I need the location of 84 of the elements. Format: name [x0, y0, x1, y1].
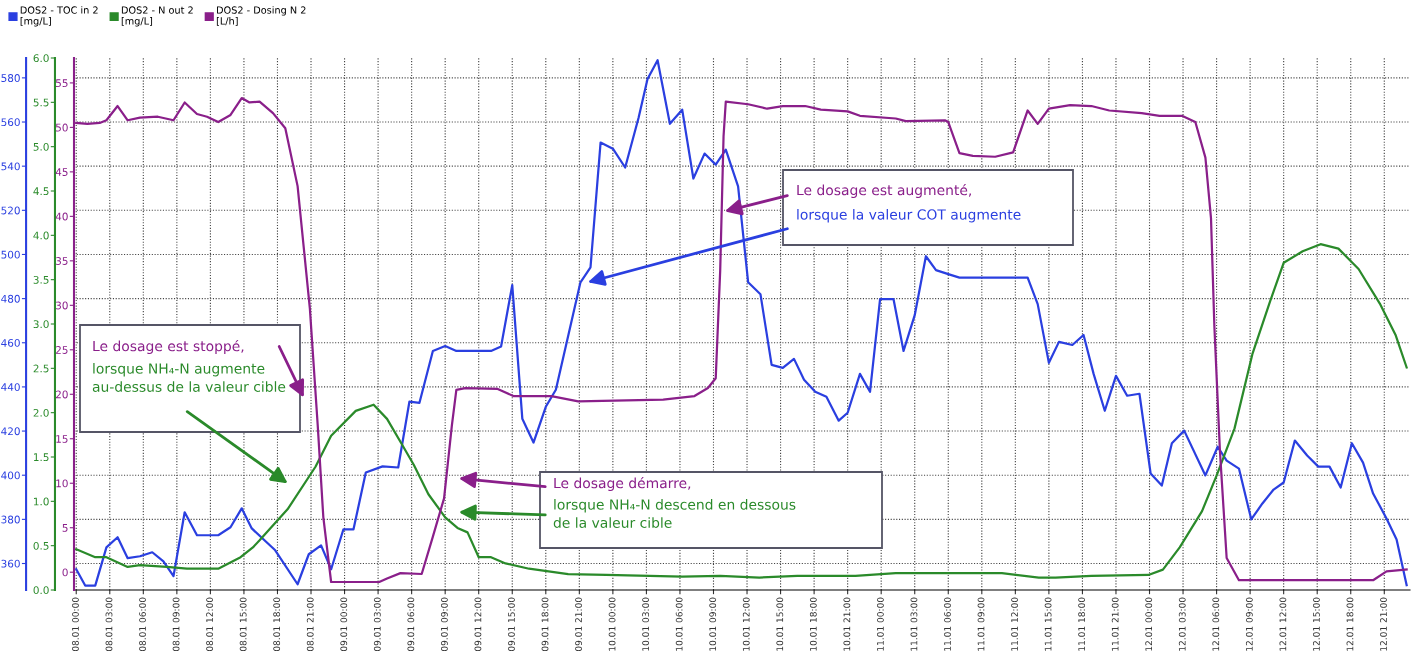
x-tick-label: 09.01 09:00 [440, 597, 448, 652]
y2-tick-label: 2.5 [33, 364, 49, 373]
annotation: Le dosage est augmenté, [797, 184, 971, 198]
x-tick-label: 11.01 18:00 [1078, 597, 1086, 651]
y3-tick-label: 15 [56, 435, 68, 443]
x-tick-label: 12.01 21:00 [1380, 597, 1387, 651]
x-tick-label: 08.01 09:00 [172, 597, 180, 652]
y-tick-label: 520 [1, 206, 20, 215]
x-tick-label: 09.01 21:00 [575, 597, 582, 652]
y2-tick-label: 1.5 [34, 453, 49, 462]
y2-tick-label: 2.0 [33, 408, 49, 417]
y2-tick-label: 3.0 [33, 320, 49, 329]
y3-tick-label: 25 [55, 346, 68, 354]
y3-tick-label: 30 [55, 301, 68, 310]
y-tick-label: 460 [1, 338, 20, 347]
y3-tick-label: 50 [55, 123, 68, 132]
x-tick-label: 12.01 03:00 [1178, 597, 1186, 651]
x-tick-label: 11.01 06:00 [944, 597, 951, 651]
y2-tick-label: 3.5 [33, 275, 49, 284]
y-tick-label: 400 [1, 471, 20, 480]
y-tick-label: 560 [1, 118, 20, 127]
annotation: lorsque la valeur COT augmente [797, 209, 1021, 223]
x-tick-label: 12.01 18:00 [1346, 597, 1354, 651]
x-tick-label: 10.01 00:00 [608, 597, 616, 651]
y3-tick-label: 0 [62, 568, 68, 577]
x-tick-label: 08.01 03:00 [105, 597, 113, 652]
x-tick-label: 08.01 21:00 [306, 597, 314, 652]
y-tick-label: 380 [1, 515, 20, 524]
legend-label: DOS2 - Dosing N 2 [L/h] [216, 6, 306, 26]
y-tick-label: 580 [1, 74, 20, 82]
x-tick-label: 10.01 06:00 [675, 597, 683, 651]
x-tick-label: 09.01 15:00 [508, 597, 515, 652]
x-tick-label: 11.01 03:00 [910, 597, 918, 651]
legend-label: DOS2 - TOC in 2 [mg/L] [20, 6, 98, 27]
x-tick-label: 10.01 12:00 [742, 597, 750, 651]
x-tick-label: 08.01 06:00 [139, 597, 146, 652]
x-tick-label: 09.01 18:00 [541, 597, 549, 652]
y2-tick-label: 0.5 [33, 541, 49, 550]
x-tick-label: 11.01 12:00 [1011, 597, 1018, 651]
y2-tick-label: 4.0 [33, 231, 49, 240]
legend-label: DOS2 - N out 2 [mg/L] [121, 6, 193, 27]
x-tick-label: 12.01 06:00 [1212, 597, 1220, 651]
x-tick-label: 09.01 06:00 [407, 597, 415, 652]
x-tick-label: 09.01 12:00 [474, 597, 482, 652]
x-tick-label: 12.01 12:00 [1279, 597, 1287, 651]
x-tick-label: 09.01 03:00 [373, 597, 381, 652]
annotation: lorsque NH₄-N augmente au-dessus de la valeur cible [92, 363, 286, 392]
y-tick-label: 420 [1, 427, 20, 436]
annotation: Le dosage démarre, [554, 477, 691, 491]
y3-tick-label: 20 [55, 390, 68, 399]
y-tick-label: 480 [1, 294, 20, 303]
y-tick-label: 440 [1, 383, 20, 392]
x-tick-label: 12.01 09:00 [1245, 597, 1253, 651]
y3-tick-label: 55 [55, 79, 68, 88]
x-tick-label: 12.01 15:00 [1313, 597, 1320, 651]
x-tick-label: 10.01 18:00 [809, 597, 817, 651]
y2-tick-label: 6.0 [33, 54, 49, 63]
y2-tick-label: 5.5 [33, 98, 49, 107]
annotation: Le dosage est stoppé, [93, 340, 244, 354]
x-tick-label: 08.01 00:00 [72, 597, 79, 652]
x-tick-label: 11.01 21:00 [1111, 597, 1119, 651]
x-tick-label: 11.01 00:00 [876, 597, 884, 651]
x-tick-label: 11.01 09:00 [977, 597, 985, 651]
x-tick-label: 09.01 00:00 [340, 597, 348, 652]
x-tick-label: 10.01 09:00 [709, 597, 717, 651]
x-tick-label: 11.01 15:00 [1044, 597, 1052, 651]
x-tick-label: 10.01 21:00 [843, 597, 851, 651]
y2-tick-label: 4.5 [33, 187, 49, 196]
y3-tick-label: 5 [62, 524, 68, 532]
y3-tick-label: 10 [56, 479, 68, 488]
y2-tick-label: 1.0 [34, 497, 49, 506]
y3-tick-label: 35 [55, 257, 68, 265]
y-tick-label: 360 [1, 559, 20, 568]
annotation: lorsque NH₄-N descend en dessous de la valeur cible [553, 499, 796, 528]
y2-tick-label: 5.0 [33, 142, 49, 151]
x-tick-label: 10.01 03:00 [642, 597, 650, 651]
x-tick-label: 12.01 00:00 [1145, 597, 1153, 651]
x-tick-label: 08.01 15:00 [239, 597, 247, 652]
x-tick-label: 08.01 12:00 [206, 597, 214, 652]
y-tick-label: 500 [1, 250, 20, 259]
x-tick-label: 10.01 15:00 [776, 597, 784, 651]
y-tick-label: 540 [1, 162, 20, 171]
x-tick-label: 08.01 18:00 [273, 597, 281, 652]
y2-tick-label: 0.0 [33, 586, 49, 595]
